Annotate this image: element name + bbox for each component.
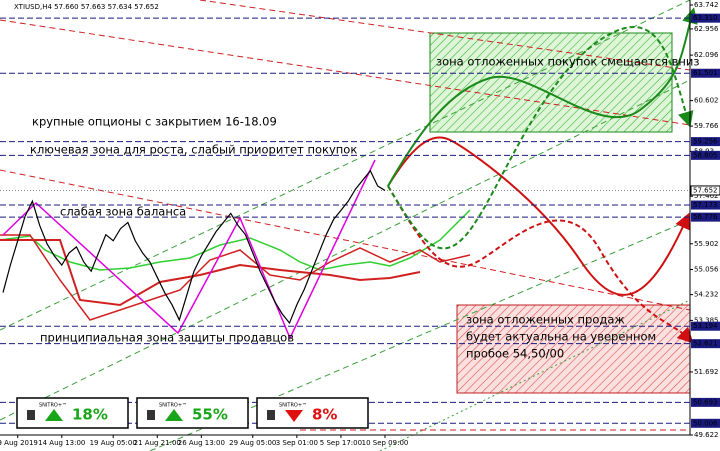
sell-zone-box xyxy=(456,304,691,394)
widget xyxy=(16,397,129,429)
x-tick-label: 3 Sep 01:00 xyxy=(276,439,318,447)
widget-value: 18% xyxy=(72,406,108,424)
widget-arrow xyxy=(285,410,303,422)
level-box xyxy=(691,13,720,23)
widget-brand: SNITRO+™ xyxy=(159,403,187,409)
widget-arrow xyxy=(165,409,183,421)
y-tick-label: 54.232 xyxy=(694,291,719,299)
annotation: зона отложенных покупок смещается вниз xyxy=(436,55,699,69)
level-label: 50.006 xyxy=(693,419,718,427)
y-tick-label: 59.766 xyxy=(694,122,719,130)
forecast xyxy=(387,185,694,344)
widget-icon xyxy=(147,410,155,420)
level-label: 57.173 xyxy=(693,201,718,209)
forecast xyxy=(387,26,694,250)
kijun xyxy=(0,239,421,307)
level-box xyxy=(691,397,720,407)
level-box xyxy=(691,68,720,78)
widget-icon xyxy=(27,410,35,420)
level-box xyxy=(691,418,720,428)
level-label: 53.194 xyxy=(693,322,718,330)
x-tick-label: 21 Aug 21:00 xyxy=(134,439,181,447)
annotation: ключевая зона для роста, слабый приорите… xyxy=(30,143,357,157)
cloud-line xyxy=(0,209,471,271)
level-label: 56.776 xyxy=(693,213,718,221)
y-tick-label: 63.742 xyxy=(694,1,719,9)
channel xyxy=(0,79,691,421)
x-tick-label: 14 Aug 13:00 xyxy=(38,439,85,447)
channel xyxy=(199,0,691,71)
widget xyxy=(256,397,369,429)
y-tick-label: 51.692 xyxy=(694,368,719,376)
chart-title: XTIUSD,H4 57.660 57.663 57.634 57.652 xyxy=(14,3,159,11)
x-tick-label: 10 Sep 09:00 xyxy=(362,439,409,447)
forecast xyxy=(387,136,691,296)
current-price-label: 57.652 xyxy=(693,186,718,194)
current-price-box xyxy=(690,185,720,196)
x-tick-label: 9 Aug 2019 xyxy=(0,439,38,447)
x-tick-label: 29 Aug 05:00 xyxy=(229,439,276,447)
level-label: 52.621 xyxy=(693,340,718,348)
y-tick-label: 57.462 xyxy=(694,192,719,200)
y-tick-label: 60.602 xyxy=(694,97,719,105)
y-tick-label: 49.622 xyxy=(694,431,719,439)
x-tick-label: 19 Aug 05:00 xyxy=(90,439,137,447)
y-tick-label: 55.902 xyxy=(694,240,719,248)
level-box xyxy=(691,200,720,210)
widget xyxy=(136,397,249,429)
forecast xyxy=(387,7,698,187)
decorations xyxy=(0,0,698,451)
level-box xyxy=(691,137,720,147)
widget-value: 8% xyxy=(312,406,337,424)
widget-arrow xyxy=(45,409,63,421)
channel xyxy=(0,169,691,311)
annotation: крупные опционы с закрытием 16-18.09 xyxy=(32,115,277,129)
level-label: 59.256 xyxy=(693,138,718,146)
level-label: 61.501 xyxy=(693,69,718,77)
x-tick-label: 26 Aug 13:00 xyxy=(178,439,225,447)
y-tick-label: 62.956 xyxy=(694,25,719,33)
annotation: принципиальная зона защиты продавцов xyxy=(40,331,294,345)
y-tick-label: 55.056 xyxy=(694,266,719,274)
widget-value: 55% xyxy=(192,406,228,424)
widget-icon xyxy=(267,410,275,420)
level-box xyxy=(691,321,720,331)
y-tick-label: 62.096 xyxy=(694,51,719,59)
level-box xyxy=(691,212,720,222)
widget-brand: SNITRO+™ xyxy=(39,403,67,409)
channel xyxy=(149,219,691,451)
widget-brand: SNITRO+™ xyxy=(279,403,307,409)
level-box xyxy=(691,150,720,160)
cloud-line xyxy=(0,234,471,321)
level-box xyxy=(691,339,720,349)
y-tick-label: 53.385 xyxy=(694,316,719,324)
annotation: зона отложенных продаж xyxy=(466,313,625,327)
level-label: 50.693 xyxy=(693,398,718,406)
price-line xyxy=(2,169,386,325)
channel xyxy=(0,19,691,126)
channel xyxy=(0,0,691,331)
annotation: слабая зона баланса xyxy=(60,205,186,219)
x-tick-label: 5 Sep 17:00 xyxy=(320,439,362,447)
annotation: будет актуальна на уверенном xyxy=(466,330,656,344)
level-label: 58.805 xyxy=(693,151,718,159)
level-label: 63.310 xyxy=(693,14,718,22)
annotation: пробое 54,50/00 xyxy=(466,347,564,361)
zigzag xyxy=(2,159,376,340)
